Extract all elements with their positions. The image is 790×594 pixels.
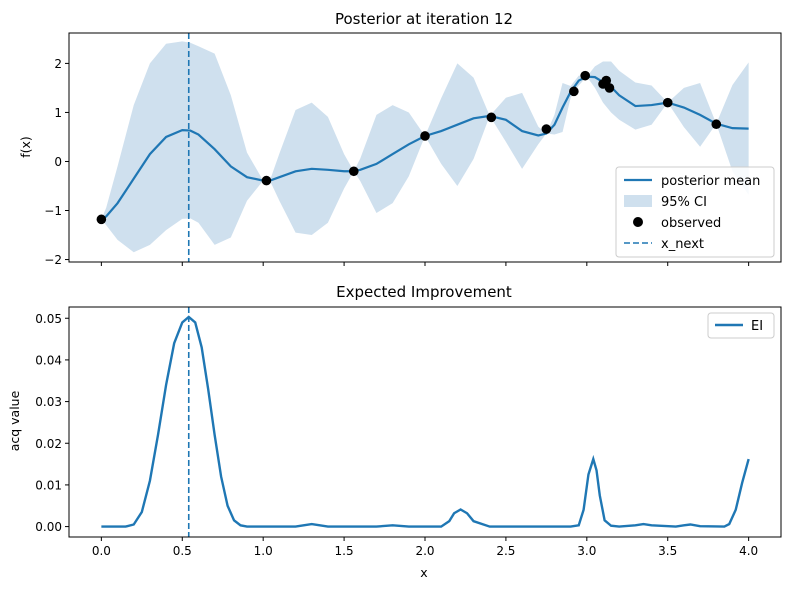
x-tick-label: 1.5: [335, 544, 354, 558]
posterior-plot-area: [96, 33, 749, 262]
y-tick-label: 0.04: [35, 353, 62, 367]
x-tick-label: 0.5: [173, 544, 192, 558]
observed-point: [96, 214, 107, 225]
observed-point: [261, 175, 272, 186]
y-tick-label: 0.05: [35, 312, 62, 326]
posterior-title: Posterior at iteration 12: [335, 10, 513, 28]
y-tick-label: 0: [54, 155, 62, 169]
y-tick-label: 0.01: [35, 478, 62, 492]
legend-mean-label: posterior mean: [661, 174, 760, 189]
observed-point: [349, 166, 359, 177]
ei-xlabel: x: [420, 565, 427, 580]
y-tick-label: 0.02: [35, 437, 62, 451]
x-tick-label: 4.0: [739, 544, 758, 558]
posterior-ci-band: [101, 41, 749, 253]
posterior-panel: Posterior at iteration 12 f(x) −2 −1 0 1 2 p…: [18, 10, 782, 267]
observed-points: [96, 70, 722, 225]
posterior-legend-box: [615, 166, 775, 258]
x-tick-label: 2.5: [496, 544, 515, 558]
legend-observed-swatch: [633, 217, 643, 227]
ei-title: Expected Improvement: [336, 283, 512, 301]
y-tick-label: 2: [54, 57, 62, 71]
ei-x-ticks: 0.0 0.5 1.0 1.5 2.0 2.5 3.0 3.5 4.0: [92, 537, 758, 558]
observed-point: [604, 83, 615, 93]
y-tick-label: −1: [44, 204, 62, 218]
legend-ci-label: 95% CI: [661, 195, 707, 210]
y-tick-label: −2: [44, 253, 62, 267]
legend-ci-swatch: [624, 195, 652, 207]
legend-xnext-label: x_next: [661, 237, 704, 252]
ei-y-ticks: 0.00 0.01 0.02 0.03 0.04 0.05: [35, 312, 69, 534]
observed-point: [420, 131, 430, 141]
x-tick-label: 3.0: [577, 544, 596, 558]
legend-observed-label: observed: [661, 216, 721, 231]
posterior-ylabel: f(x): [18, 136, 33, 158]
posterior-legend: posterior mean 95% CI observed x_next: [615, 166, 775, 258]
x-tick-label: 0.0: [92, 544, 111, 558]
ei-line: [101, 315, 750, 528]
ei-ylabel: acq value: [7, 390, 22, 451]
legend-ei-label: EI: [751, 319, 763, 334]
y-tick-label: 1: [54, 106, 62, 120]
observed-point: [601, 75, 612, 86]
observed-point: [580, 70, 590, 81]
ei-panel: Expected Improvement acq value x 0.0 0.5 1…: [7, 283, 782, 580]
posterior-y-ticks: −2 −1 0 1 2: [44, 57, 69, 267]
observed-point: [711, 119, 722, 130]
observed-point: [569, 86, 579, 97]
observed-point: [541, 124, 552, 134]
y-tick-label: 0.03: [35, 395, 62, 409]
posterior-x-ticks: [100, 262, 750, 266]
y-tick-label: 0.00: [35, 520, 62, 534]
x-tick-label: 3.5: [658, 544, 677, 558]
observed-point: [486, 112, 497, 123]
x-tick-label: 1.0: [254, 544, 273, 558]
x-tick-label: 2.0: [415, 544, 434, 558]
ei-legend: EI: [707, 312, 775, 339]
posterior-mean-line: [100, 75, 749, 221]
observed-point: [662, 97, 673, 108]
ei-plot-area: [101, 307, 750, 537]
